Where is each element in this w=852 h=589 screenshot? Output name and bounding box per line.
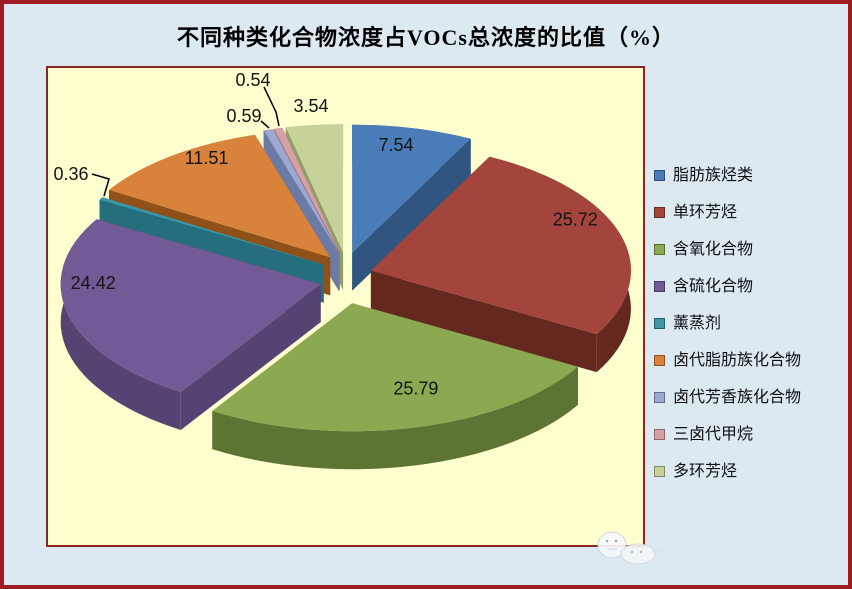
data-label-8: 3.54 [293,96,328,116]
legend-swatch [654,207,665,218]
legend-item-6: 卤代芳香族化合物 [654,379,801,416]
legend-label: 脂肪族烃类 [673,166,754,184]
pie-slice-top-2 [212,303,579,432]
pie-slice-top-1 [370,156,631,335]
legend-label: 单环芳烃 [673,203,738,221]
legend-label: 卤代脂肪族化合物 [673,351,802,369]
legend-swatch [654,318,665,329]
pie-slice-1 [370,156,631,373]
data-label-7: 0.54 [235,70,270,90]
legend-label: 含硫化合物 [673,277,754,295]
leader-line-6 [260,120,270,129]
plot-area: 7.54 25.72 25.79 24.42 0.36 11.51 0.59 0.54 3.54 [46,66,645,547]
legend-swatch [654,429,665,440]
data-label-2: 25.79 [393,378,438,398]
legend-label: 薰蒸剂 [673,314,722,332]
legend-label: 多环芳烃 [673,462,738,480]
legend-swatch [654,466,665,477]
legend-item-0: 脂肪族烃类 [654,157,801,194]
data-label-1: 25.72 [553,209,598,229]
legend-swatch [654,244,665,255]
leader-line-7 [263,86,280,127]
legend-swatch [654,281,665,292]
legend: 脂肪族烃类单环芳烃含氧化合物含硫化合物薰蒸剂卤代脂肪族化合物 卤代芳香族化合物 三卤… [654,157,801,490]
pie-slice-top-3 [60,219,321,392]
legend-item-5: 卤代脂肪族化合物 [654,342,801,379]
legend-swatch [654,355,665,366]
legend-swatch [654,170,665,181]
pie-chart: 7.54 25.72 25.79 24.42 0.36 11.51 0.59 0.54 3.54 [53,70,631,470]
legend-swatch [654,392,665,403]
pie-slice-top-7 [273,127,340,253]
legend-item-2: 含氧化合物 [654,231,801,268]
legend-item-3: 含硫化合物 [654,268,801,305]
pie-slice-0 [352,124,471,291]
pie-slice-top-5 [109,134,331,258]
legend-item-4: 薰蒸剂 [654,305,801,342]
pie-slice-top-4 [99,197,324,265]
data-label-5: 11.51 [185,148,229,168]
watermark-clouds [597,531,667,565]
data-label-4: 0.36 [53,164,88,184]
cloud-doodle-right [620,543,667,565]
leader-line-4 [91,173,110,197]
legend-label: 卤代芳香族化合物 [673,388,802,406]
pie-slice-top-8 [285,124,344,253]
data-label-3: 24.42 [71,273,116,293]
pie-slice-3 [60,219,321,430]
pie-slice-2 [212,303,579,470]
data-label-6: 0.59 [226,106,261,126]
legend-item-1: 单环芳烃 [654,194,801,231]
legend-item-7: 三卤代甲烷 [654,416,801,453]
data-label-0: 7.54 [378,135,413,155]
pie-slice-top-0 [352,124,471,253]
legend-label: 含氧化合物 [673,240,754,258]
cloud-doodle-left [597,531,627,559]
chart-title: 不同种类化合物浓度占VOCs总浓度的比值（%） [176,25,675,50]
pie-slice-top-6 [263,129,339,253]
legend-item-8: 多环芳烃 [654,453,801,490]
legend-label: 三卤代甲烷 [673,425,754,443]
